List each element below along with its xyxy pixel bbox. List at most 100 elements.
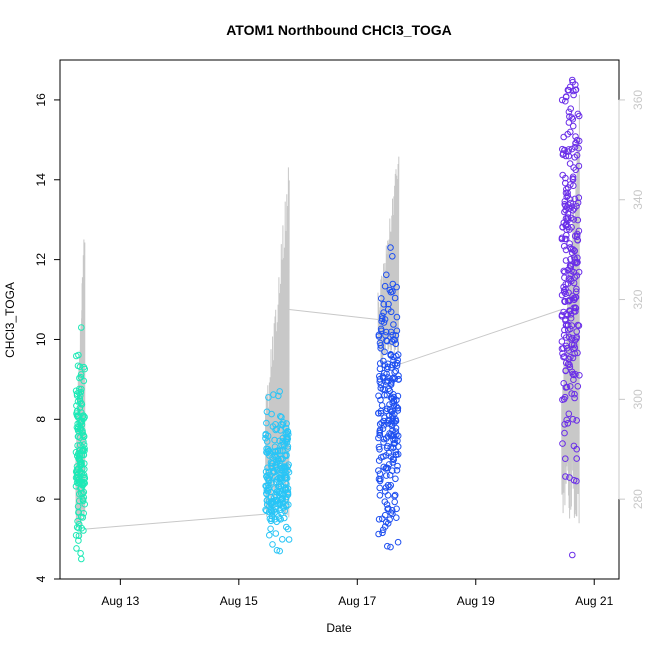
data-point — [377, 396, 384, 404]
data-point — [78, 484, 85, 492]
data-point — [384, 492, 392, 499]
data-point — [266, 452, 273, 459]
data-point — [80, 363, 88, 371]
data-point — [560, 133, 568, 141]
data-point — [275, 483, 282, 491]
data-point — [569, 122, 577, 130]
data-point — [562, 93, 570, 101]
data-point — [379, 529, 386, 537]
data-point — [377, 342, 385, 349]
data-point — [79, 497, 87, 505]
data-point — [392, 428, 400, 436]
data-point — [393, 353, 400, 360]
data-point — [262, 431, 269, 439]
data-point — [565, 410, 573, 418]
data-point — [570, 308, 578, 315]
data-point — [264, 464, 271, 472]
secondary-line-connector — [84, 513, 266, 530]
data-point — [567, 325, 574, 333]
data-point — [393, 505, 400, 513]
data-point — [390, 436, 397, 444]
data-point — [387, 308, 395, 316]
data-point — [564, 189, 571, 197]
y-axis: 4 6 8 10 12 14 16 — [34, 93, 61, 582]
data-point — [386, 483, 393, 491]
data-point — [561, 235, 569, 243]
data-point — [375, 530, 382, 538]
y-tick-label: 4 — [34, 575, 48, 582]
data-point — [277, 516, 285, 523]
data-point — [567, 354, 574, 361]
data-point — [264, 487, 271, 495]
data-point — [267, 499, 275, 507]
data-point — [574, 110, 582, 118]
data-point — [75, 532, 83, 540]
data-point — [383, 407, 390, 415]
data-point — [563, 383, 571, 391]
data-point — [571, 143, 579, 151]
data-point — [280, 419, 287, 426]
data-point — [284, 525, 292, 533]
data-point — [385, 461, 393, 468]
data-point — [383, 271, 390, 279]
data-point — [72, 532, 80, 539]
data-point — [574, 349, 581, 357]
y2-axis: 280 300 320 340 360 — [618, 90, 645, 509]
data-point — [393, 467, 401, 474]
y2-tick-label: 280 — [631, 489, 645, 509]
data-point — [561, 353, 568, 360]
y-tick-label: 10 — [34, 332, 48, 346]
data-point — [394, 392, 402, 400]
data-point — [274, 497, 282, 505]
data-point — [77, 419, 84, 427]
data-point — [393, 283, 400, 291]
series-3 — [375, 244, 402, 551]
data-point — [284, 427, 291, 435]
data-point — [270, 391, 277, 398]
x-tick-label: Aug 21 — [575, 594, 613, 608]
data-point — [279, 447, 286, 454]
y2-tick-label: 360 — [631, 90, 645, 110]
data-point — [568, 245, 575, 253]
data-point — [277, 427, 284, 434]
data-point — [391, 294, 399, 302]
data-point — [393, 514, 400, 522]
data-point — [381, 369, 388, 377]
data-point — [72, 387, 80, 395]
data-point — [284, 463, 292, 470]
data-point — [384, 360, 392, 368]
data-point — [564, 266, 572, 274]
data-point — [563, 344, 571, 352]
data-point — [282, 484, 289, 491]
data-point — [391, 439, 399, 447]
data-point — [279, 421, 287, 429]
data-point — [573, 202, 580, 210]
data-point — [384, 442, 391, 450]
data-point — [561, 421, 568, 428]
data-point — [279, 438, 287, 445]
data-point — [569, 207, 577, 214]
data-point — [562, 455, 569, 463]
y-axis-label: CHCl3_TOGA — [3, 282, 17, 358]
data-point — [377, 409, 385, 417]
data-point — [393, 396, 400, 404]
data-point — [567, 105, 575, 112]
data-point — [388, 364, 395, 371]
data-point — [269, 460, 277, 467]
data-point — [375, 443, 383, 451]
data-point — [569, 176, 577, 183]
data-point — [265, 484, 272, 492]
data-point — [75, 497, 83, 505]
data-point — [558, 338, 566, 345]
data-point — [560, 331, 568, 339]
data-point — [73, 392, 81, 399]
data-point — [283, 429, 290, 437]
data-point — [276, 487, 284, 495]
plot-frame — [59, 59, 620, 580]
data-point — [563, 321, 570, 328]
data-point — [571, 390, 578, 398]
data-point — [395, 372, 402, 380]
data-point — [283, 523, 290, 531]
data-point — [568, 277, 575, 285]
data-point — [265, 475, 273, 482]
